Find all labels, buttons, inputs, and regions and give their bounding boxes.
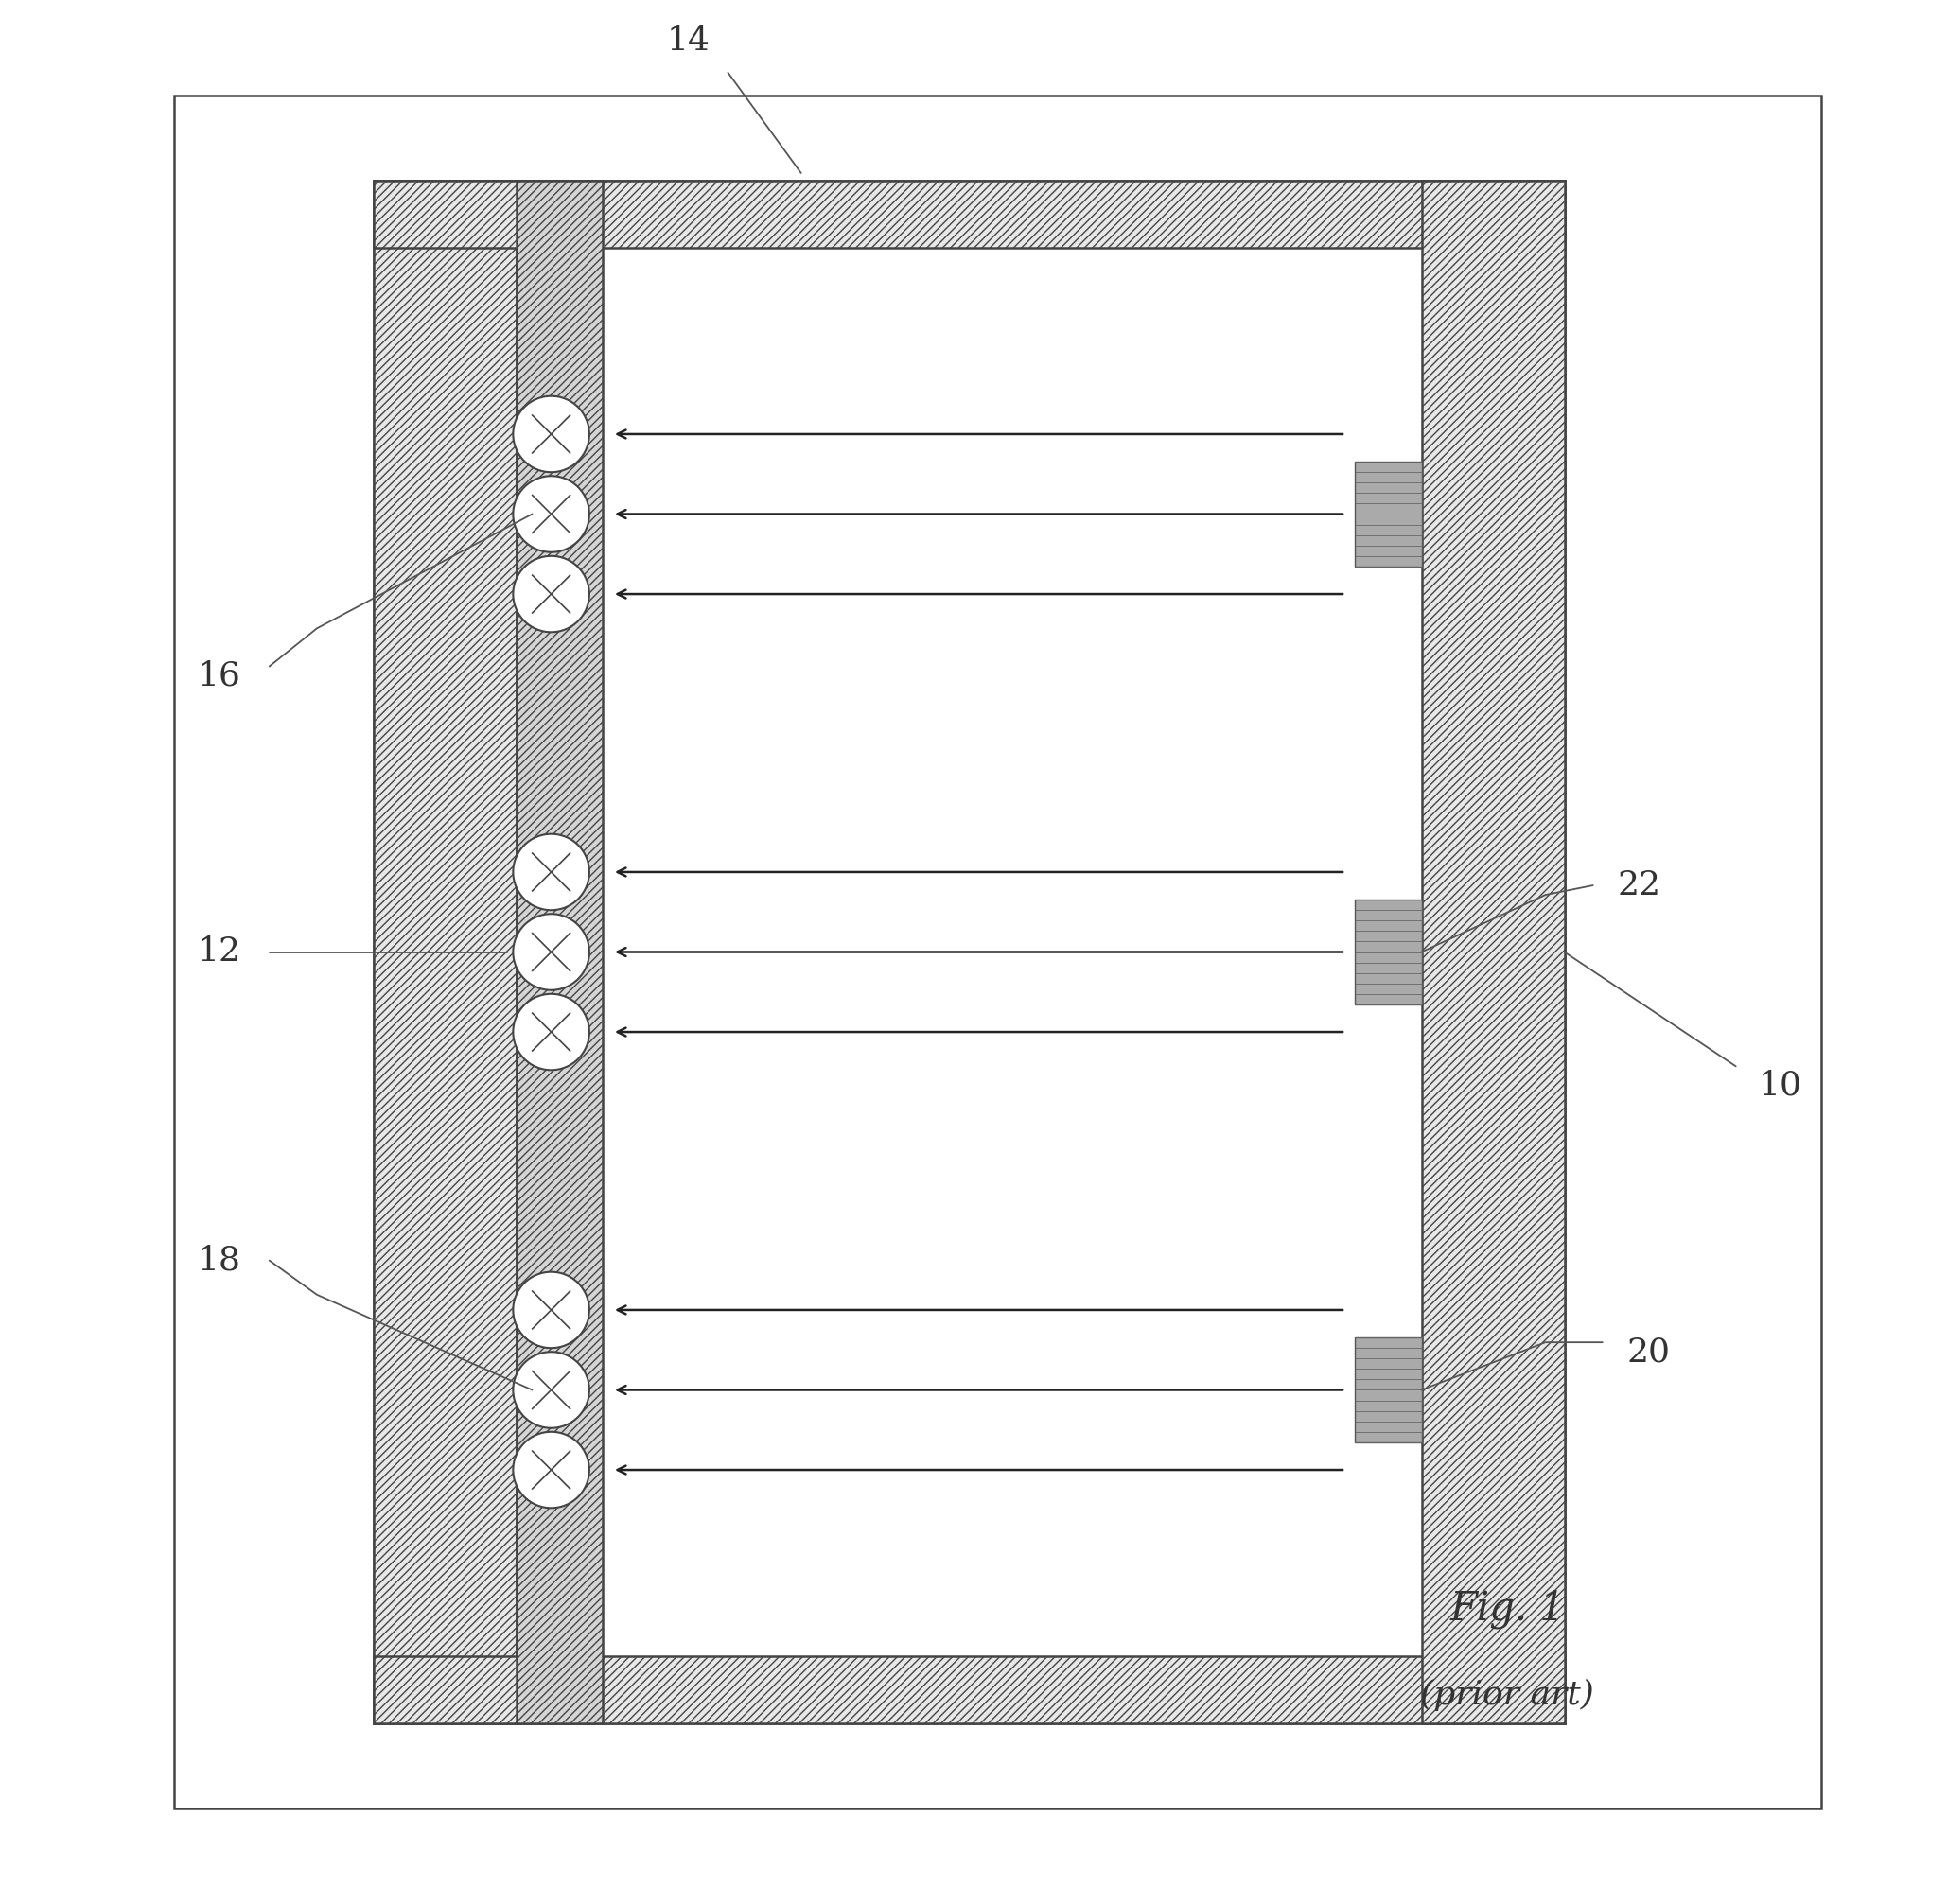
Bar [173,95,1821,1809]
Text: 22: 22 [1617,870,1662,901]
Text: Fig. 1: Fig. 1 [1449,1590,1564,1628]
Bar [516,181,602,1723]
Circle shape [512,476,590,552]
Text: 16: 16 [197,661,242,691]
Bar [1356,901,1422,1005]
Circle shape [512,914,590,990]
Text: 12: 12 [197,937,242,967]
Bar [374,181,1564,248]
Bar [374,181,516,1723]
Circle shape [512,834,590,910]
Text: (prior art): (prior art) [1420,1679,1593,1710]
Circle shape [512,994,590,1070]
Bar [1422,181,1564,1723]
Circle shape [512,396,590,472]
Bar [374,181,1564,1723]
Circle shape [512,556,590,632]
Text: 14: 14 [666,25,711,57]
Bar [1356,461,1422,567]
Text: 20: 20 [1627,1337,1671,1367]
Bar [374,1656,1564,1723]
Text: 10: 10 [1759,1070,1802,1101]
Circle shape [512,1432,590,1508]
Text: 18: 18 [197,1245,242,1276]
Circle shape [512,1352,590,1428]
Bar [1356,1337,1422,1443]
Circle shape [512,1272,590,1348]
